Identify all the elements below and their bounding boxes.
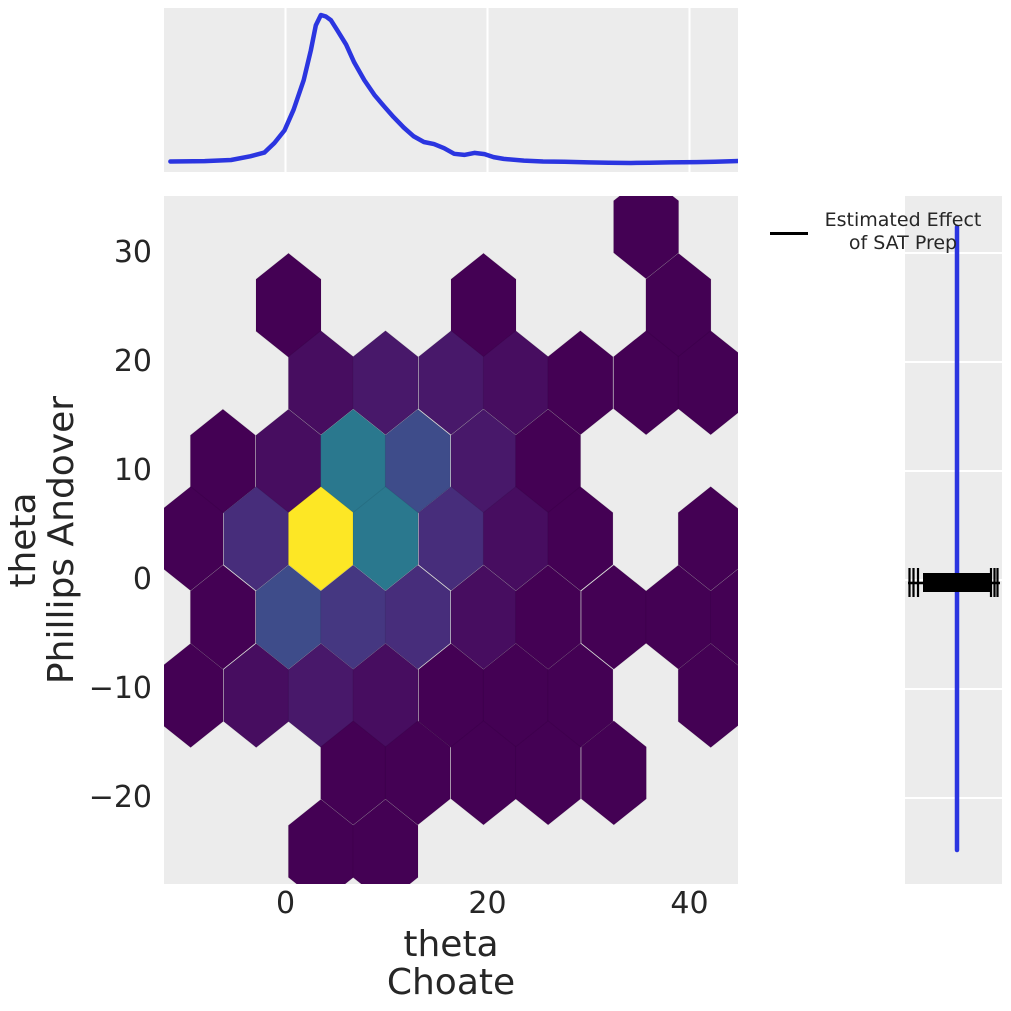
y-axis-label-line2: Phillips Andover: [41, 395, 82, 685]
hexbin-cell: [164, 485, 224, 592]
x-tick-label: 0: [275, 886, 296, 921]
hexbin-cell: [515, 564, 582, 670]
hexbin-cell: [710, 568, 738, 666]
y-tick-label: 0: [132, 562, 152, 597]
top-kde-marginal-panel: [164, 8, 738, 172]
kde-curve: [168, 12, 738, 166]
hexbin-cell: [164, 642, 224, 749]
hexbin-cell: [677, 642, 738, 749]
y-tick-label: −10: [88, 671, 152, 706]
legend-label-line2: of SAT Prep: [848, 231, 958, 254]
hexbin-cell: [677, 485, 738, 592]
y-tick-label: 10: [113, 453, 152, 488]
kde-curve-plot: [168, 8, 738, 172]
hexbin-cell: [677, 330, 738, 436]
hexbin-main-panel: [164, 196, 738, 884]
x-axis-label: theta Choate: [387, 926, 515, 1002]
hexbin-cell: [352, 798, 419, 884]
effect-cluster-bar: [923, 573, 992, 592]
x-tick-label: 20: [468, 886, 507, 921]
hexbin-cell: [515, 720, 582, 826]
legend-label-line1: Estimated Effect: [824, 209, 982, 231]
hexbin-cell: [547, 330, 614, 436]
hexbin-cell: [580, 720, 647, 826]
hexbin-cell: [352, 485, 419, 592]
hexbin-cell: [384, 564, 451, 670]
legend-label: Estimated Effect of SAT Prep: [813, 209, 993, 254]
y-tick-label: −20: [88, 780, 152, 815]
y-axis-label-line1: theta: [3, 492, 44, 588]
legend-line-swatch: [770, 231, 808, 235]
y-tick-label: 20: [113, 344, 152, 379]
x-tick-label: 40: [670, 886, 709, 921]
y-tick-label: 30: [113, 235, 152, 270]
x-axis-label-line2: Choate: [386, 962, 516, 1003]
x-axis-label-line1: theta: [403, 924, 499, 965]
estimated-effect-plot: [905, 224, 1002, 853]
hexbin-cell: [384, 720, 451, 826]
hexbin-cell: [547, 485, 614, 592]
right-effect-marginal-panel: [905, 196, 1002, 884]
y-axis-label: theta Phillips Andover: [3, 395, 82, 685]
hexbin-cell: [189, 564, 256, 670]
hexbin-cell: [352, 330, 419, 436]
hexbin-cell: [613, 196, 680, 280]
hexbin-plot: [164, 196, 738, 884]
